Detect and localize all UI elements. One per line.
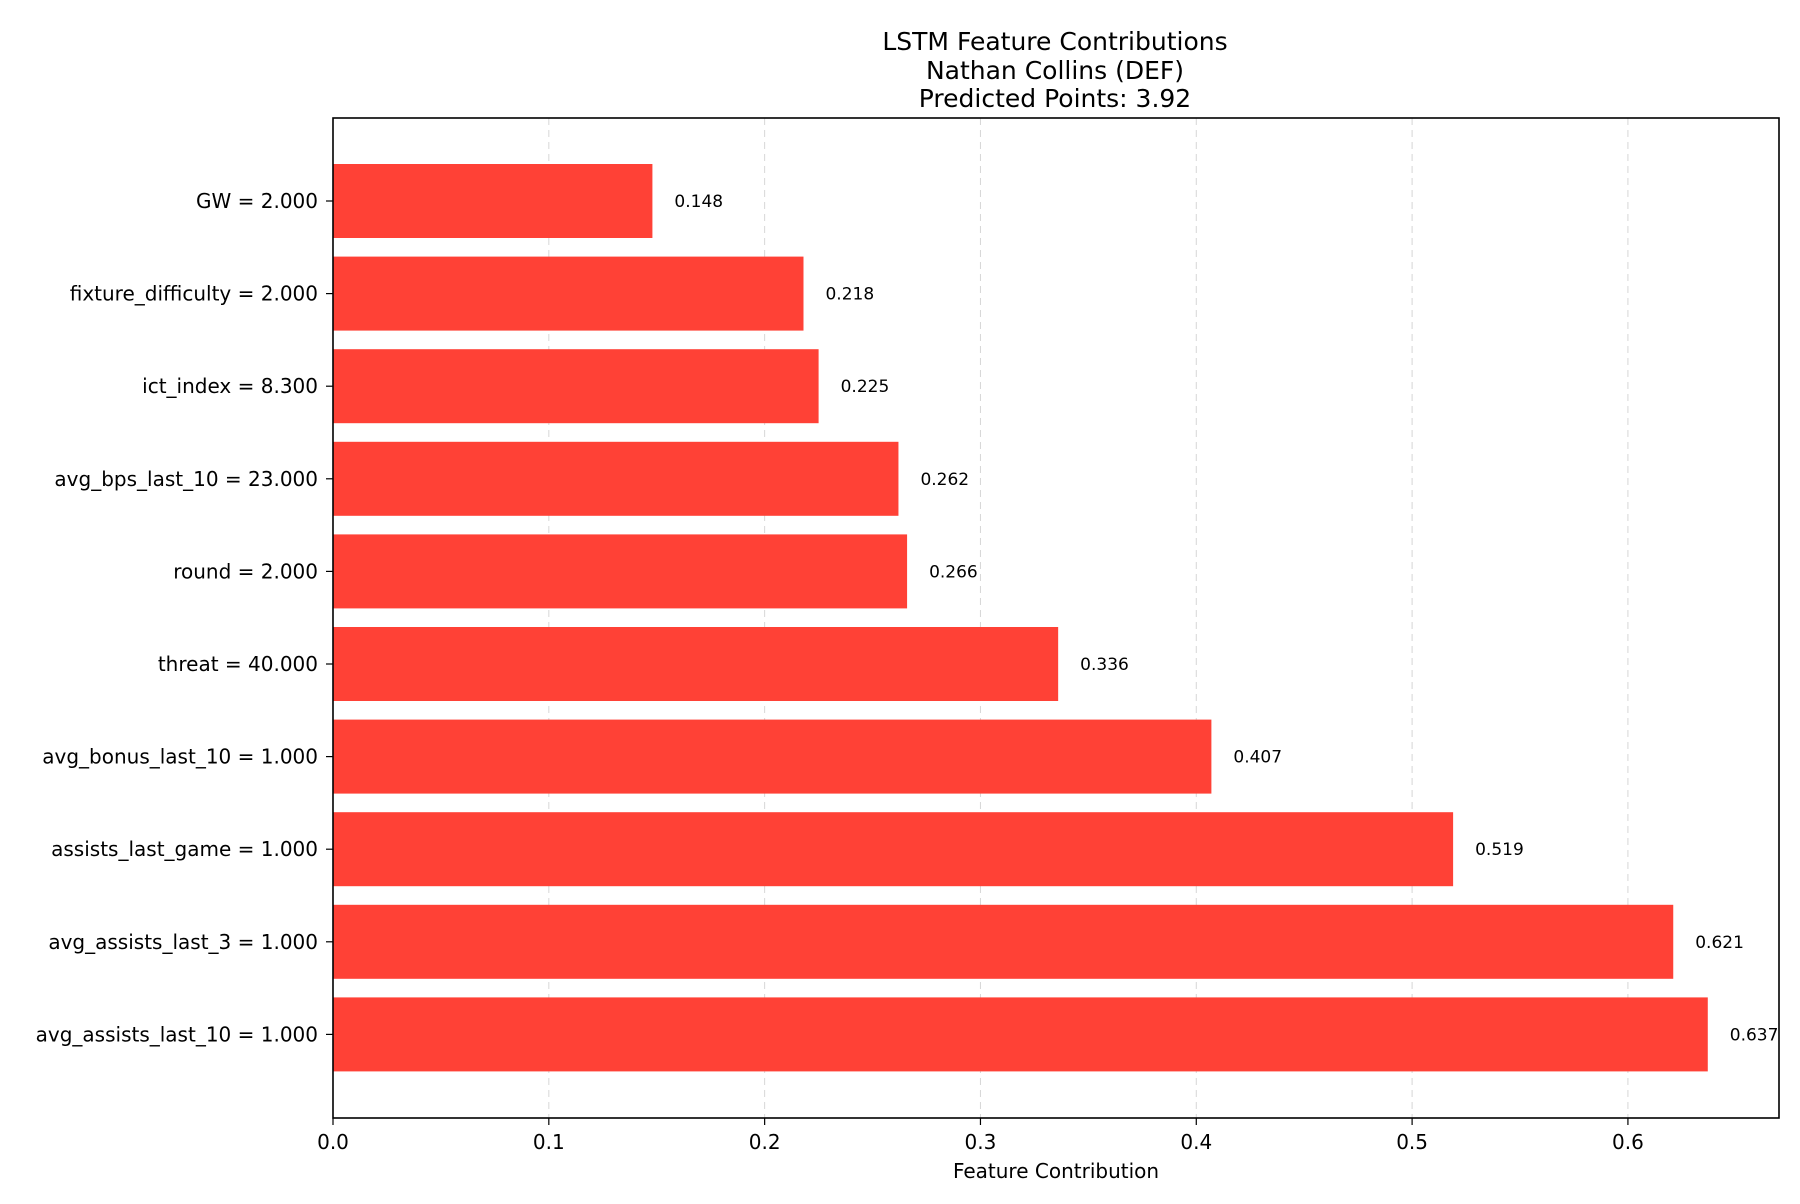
bars-layer [333, 164, 1708, 1072]
x-tick-label: 0.4 [1180, 1130, 1212, 1154]
bar-value-label: 0.262 [920, 470, 969, 490]
bar [333, 441, 899, 516]
bar [333, 812, 1454, 887]
bar [333, 349, 819, 424]
y-axis-ticks-layer: GW = 2.000 fixture_difficulty = 2.000 ict_… [36, 189, 333, 1046]
y-tick-label: avg_bps_last_10 = 23.000 [54, 467, 318, 491]
chart-title: LSTM Feature Contributions [882, 27, 1227, 56]
bar-value-label: 0.336 [1080, 655, 1129, 675]
x-tick-label: 0.2 [749, 1130, 781, 1154]
bar-value-label: 0.148 [674, 192, 723, 212]
bar [333, 904, 1674, 979]
y-tick-label: avg_assists_last_3 = 1.000 [48, 930, 318, 954]
bar-value-label: 0.407 [1233, 748, 1282, 768]
x-tick-label: 0.1 [533, 1130, 565, 1154]
y-tick-label: avg_bonus_last_10 = 1.000 [42, 745, 318, 769]
chart-title-group: LSTM Feature Contributions Nathan Collin… [882, 27, 1227, 113]
bar [333, 627, 1059, 701]
bar-value-label: 0.225 [841, 377, 890, 397]
x-tick-label: 0.6 [1612, 1130, 1644, 1154]
bar-value-label: 0.218 [825, 285, 874, 305]
x-tick-label: 0.3 [965, 1130, 997, 1154]
bar-value-label: 0.266 [929, 562, 978, 582]
bar-value-labels-layer: 0.148 0.218 0.225 0.262 0.266 0.336 0.407 0.519… [674, 192, 1778, 1045]
bar [333, 997, 1708, 1072]
chart-subtitle: Nathan Collins (DEF) [926, 56, 1184, 85]
x-tick-label: 0.5 [1396, 1130, 1428, 1154]
y-tick-label: fixture_difficulty = 2.000 [70, 282, 318, 306]
y-tick-label: round = 2.000 [173, 559, 318, 583]
bar [333, 534, 908, 609]
x-tick-label: 0.0 [317, 1130, 349, 1154]
bar [333, 719, 1212, 794]
y-tick-label: ict_index = 8.300 [142, 374, 318, 398]
bar [333, 256, 804, 331]
y-tick-label: GW = 2.000 [196, 189, 318, 213]
y-tick-label: threat = 40.000 [158, 652, 318, 676]
chart-subtitle-predicted-points: Predicted Points: 3.92 [919, 84, 1191, 113]
x-axis-label: Feature Contribution [953, 1159, 1159, 1183]
y-tick-label: avg_assists_last_10 = 1.000 [36, 1022, 318, 1046]
bar-value-label: 0.621 [1695, 933, 1744, 953]
bar-value-label: 0.637 [1730, 1025, 1779, 1045]
x-axis-ticks-layer: 0.0 0.1 0.2 0.3 0.4 0.5 0.6 [317, 1118, 1644, 1154]
plot-frame [332, 117, 1780, 1119]
y-tick-label: assists_last_game = 1.000 [51, 837, 318, 861]
bar-value-label: 0.519 [1475, 840, 1524, 860]
bar [333, 164, 653, 238]
